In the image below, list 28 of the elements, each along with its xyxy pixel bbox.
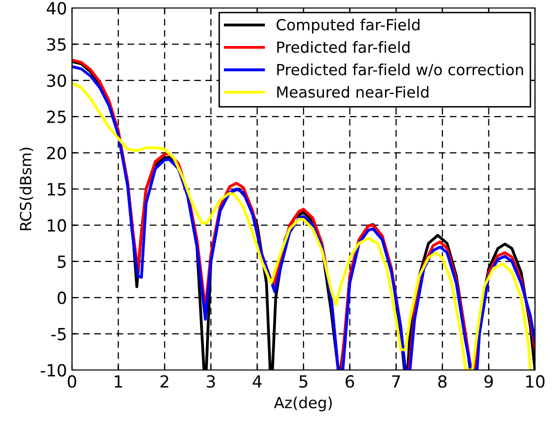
y-tick-label: 5 xyxy=(58,256,66,268)
x-tick-label: 7 xyxy=(392,375,400,388)
legend-label: Predicted far-field xyxy=(277,41,410,53)
x-tick-label: 6 xyxy=(346,375,354,388)
x-tick-label: 1 xyxy=(114,375,122,388)
x-tick-label: 10 xyxy=(526,375,544,388)
x-axis-title: Az(deg) xyxy=(274,396,332,412)
y-tick-label: 10 xyxy=(48,219,66,232)
y-tick-label: -5 xyxy=(51,328,66,340)
legend-label: Measured near-Field xyxy=(277,86,428,98)
x-tick-label: 2 xyxy=(160,375,168,388)
y-tick-label: 20 xyxy=(47,146,66,160)
x-tick-label: 5 xyxy=(299,375,308,388)
y-tick-label: 0 xyxy=(58,292,66,304)
x-tick-label: 3 xyxy=(206,375,215,388)
y-tick-label: 40 xyxy=(46,2,66,15)
y-tick-label: 15 xyxy=(48,183,66,196)
y-axis-title: RCS(dBsm) xyxy=(20,148,34,230)
y-tick-label: 25 xyxy=(47,110,66,124)
y-tick-label: 30 xyxy=(47,74,66,87)
y-tick-label: -10 xyxy=(40,364,66,377)
y-tick-label: 35 xyxy=(47,38,66,51)
x-tick-label: 8 xyxy=(438,375,447,388)
x-tick-label: 4 xyxy=(252,375,262,388)
legend-label: Computed far-Field xyxy=(276,18,420,34)
legend-label: Predicted far-field w/o correction xyxy=(277,64,524,77)
x-tick-label: 0 xyxy=(68,375,76,388)
x-tick-label: 9 xyxy=(484,375,493,388)
